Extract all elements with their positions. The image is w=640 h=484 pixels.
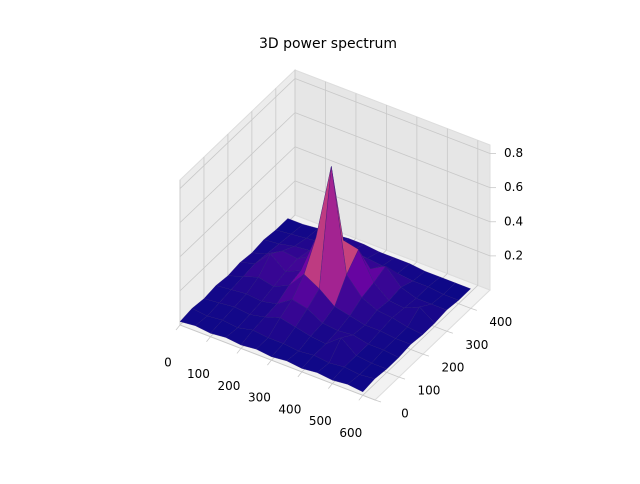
grid-line (294, 78, 491, 154)
grid-line (294, 146, 491, 223)
grid-line (294, 112, 491, 189)
tick-mark (175, 324, 181, 331)
z-tick-label: 0.4 (504, 214, 523, 228)
x-tick-label: 400 (278, 402, 301, 416)
y-tick-label: 400 (489, 315, 512, 329)
tick-mark (206, 336, 211, 342)
grid-line (179, 146, 296, 258)
z-tick-label: 0.8 (504, 146, 523, 160)
tick-mark (297, 371, 303, 378)
y-tick-label: 300 (465, 338, 488, 352)
tick-mark (358, 395, 364, 401)
grid-line (179, 324, 376, 401)
x-tick-label: 0 (164, 356, 172, 370)
x-tick-label: 200 (217, 379, 240, 393)
tick-mark (267, 359, 272, 366)
x-tick-label: 100 (187, 367, 210, 381)
tick-mark (446, 330, 454, 334)
x-tick-label: 500 (309, 414, 332, 428)
tick-mark (470, 307, 477, 311)
z-tick-label: 0.6 (504, 180, 523, 194)
tick-mark (374, 399, 382, 403)
tick-mark (328, 383, 333, 389)
surface-cell (347, 374, 376, 393)
tick-mark (236, 348, 242, 354)
x-tick-label: 300 (248, 391, 271, 405)
chart-title: 3D power spectrum (259, 36, 397, 52)
grid-line (179, 180, 296, 292)
y-tick-label: 200 (441, 361, 464, 375)
y-tick-label: 100 (418, 384, 441, 398)
grid-line (179, 112, 296, 223)
tick-mark (422, 353, 430, 357)
x-tick-label: 600 (339, 426, 362, 440)
z-tick-label: 0.2 (504, 248, 523, 262)
tick-mark (398, 376, 406, 380)
grid-line (179, 78, 296, 189)
y-tick-label: 0 (401, 407, 409, 421)
